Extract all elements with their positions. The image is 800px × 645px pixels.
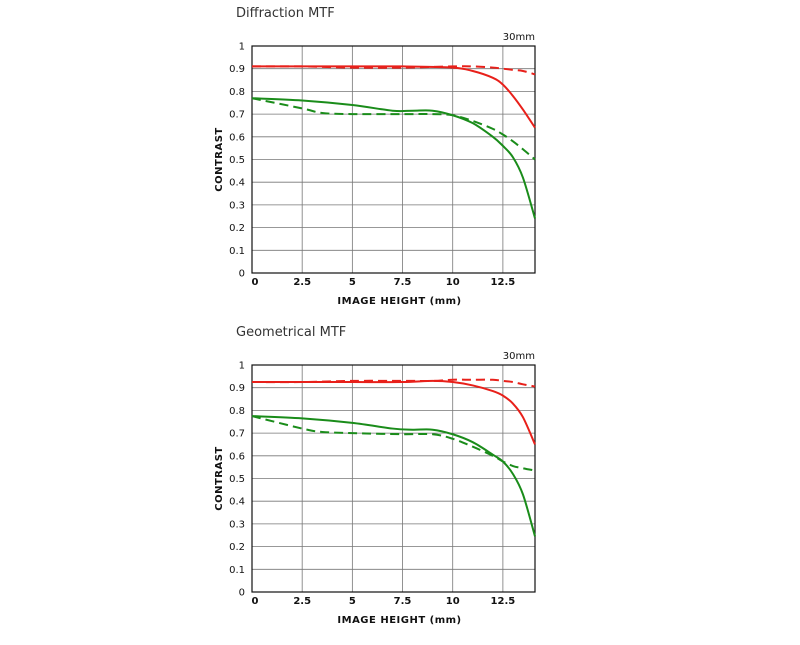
y-tick-label: 0.2 [229,542,245,553]
focal-length-annotation: 30mm [503,351,535,362]
y-tick-label: 0.3 [229,519,245,530]
y-tick-label: 0.6 [229,451,245,462]
chart-title: Diffraction MTF [236,6,335,21]
y-tick-label: 0.4 [229,497,245,508]
y-tick-label: 0.2 [229,223,245,234]
series-line-3 [251,97,536,219]
x-axis-label: IMAGE HEIGHT (mm) [337,615,461,626]
y-tick-label: 0.8 [229,87,245,98]
y-tick-label: 0.8 [229,406,245,417]
y-tick-label: 0.6 [229,132,245,143]
x-tick-label: 2.5 [293,596,311,607]
x-tick-label: 10 [446,277,460,288]
series-line-2 [251,378,536,388]
y-tick-label: 0.3 [229,200,245,211]
x-tick-label: 7.5 [394,277,412,288]
y-tick-label: 0.7 [229,110,245,121]
series-line-1 [252,379,536,445]
x-tick-label: 2.5 [293,277,311,288]
y-axis-label: CONTRAST [214,127,225,192]
y-axis-label: CONTRAST [214,446,225,511]
series-line-3 [251,415,536,537]
geometrical-mtf-chart: 00.10.20.30.40.50.60.70.80.910 2.5 5 7.5 10 1… [214,351,536,626]
y-tick-label: 0.5 [229,474,245,485]
series-line-1 [252,65,536,129]
x-tick-label: 7.5 [394,596,412,607]
plot-frame [251,364,536,593]
diffraction-mtf-chart: 00.10.20.30.40.50.60.70.80.910 2.5 5 7.5 10 1… [214,32,536,307]
x-tick-label: 10 [446,596,460,607]
x-tick-label: 12.5 [491,277,516,288]
geometrical-mtf-panel: Geometrical MTF 0 0.1 0.2 0.3 0.4 0.5 0.6 0.7 0.… [0,325,800,645]
x-tick-label: 5 [349,596,356,607]
series-line-4 [251,415,536,472]
series-line-2 [251,65,536,76]
y-tick-label: 0.1 [229,246,245,257]
x-axis-label: IMAGE HEIGHT (mm) [337,296,461,307]
y-tick-label: 1 [239,42,245,53]
y-tick-label: 0.5 [229,155,245,166]
x-tick-label: 5 [349,277,356,288]
y-tick-label: 0 [239,269,245,280]
y-tick-label: 0.7 [229,429,245,440]
y-tick-label: 1 [239,361,245,372]
chart-title: Geometrical MTF [236,325,347,340]
x-tick-label: 12.5 [491,596,516,607]
y-tick-label: 0.9 [229,383,245,394]
y-tick-label: 0.1 [229,565,245,576]
y-tick-label: 0 [239,588,245,599]
y-tick-label: 0.4 [229,178,245,189]
series-line-4 [251,97,536,161]
y-tick-label: 0.9 [229,64,245,75]
x-tick-label: 0 [252,277,259,288]
diffraction-mtf-panel: Diffraction MTF 0 0.1 0.2 0.3 0.4 0.5 0.6 0.7 0.… [0,6,800,326]
focal-length-annotation: 30mm [503,32,535,43]
x-tick-label: 0 [252,596,259,607]
